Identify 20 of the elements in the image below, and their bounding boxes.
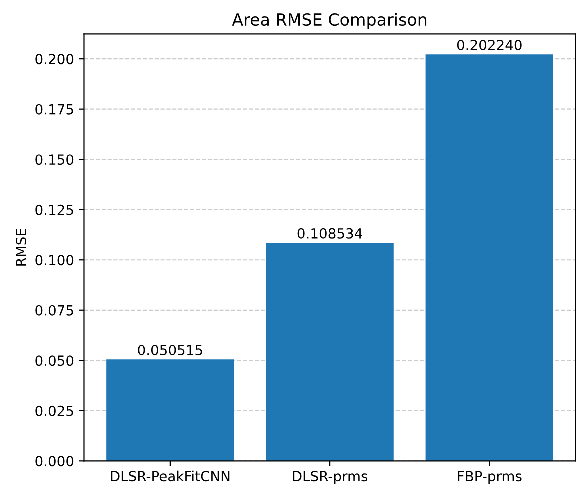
y-tick-label: 0.025 [36,406,74,416]
bar [106,360,234,462]
y-tick-label: 0.175 [36,104,74,115]
y-tick-label: 0.075 [36,305,74,316]
x-tick-label: DLSR-prms [293,471,368,484]
bar [426,54,554,462]
y-tick-label: 0.125 [36,204,74,216]
y-tick-label: 0.100 [36,255,74,266]
y-tick-label: 0.150 [36,154,74,166]
x-tick-label: DLSR-PeakFitCNN [111,470,230,482]
y-tick-label: 0.200 [36,54,74,65]
y-tick-label: 0.050 [36,356,74,366]
data-label: 0.108534 [298,228,362,239]
data-label: 0.202240 [457,40,522,51]
data-label: 0.050515 [138,345,202,356]
y-axis-title: RMSE [16,228,27,266]
x-tick-label: FBP-prms [458,471,522,484]
bar [266,242,394,462]
chart-title: Area RMSE Comparison [232,13,427,30]
y-tick-label: 0.000 [36,456,74,467]
